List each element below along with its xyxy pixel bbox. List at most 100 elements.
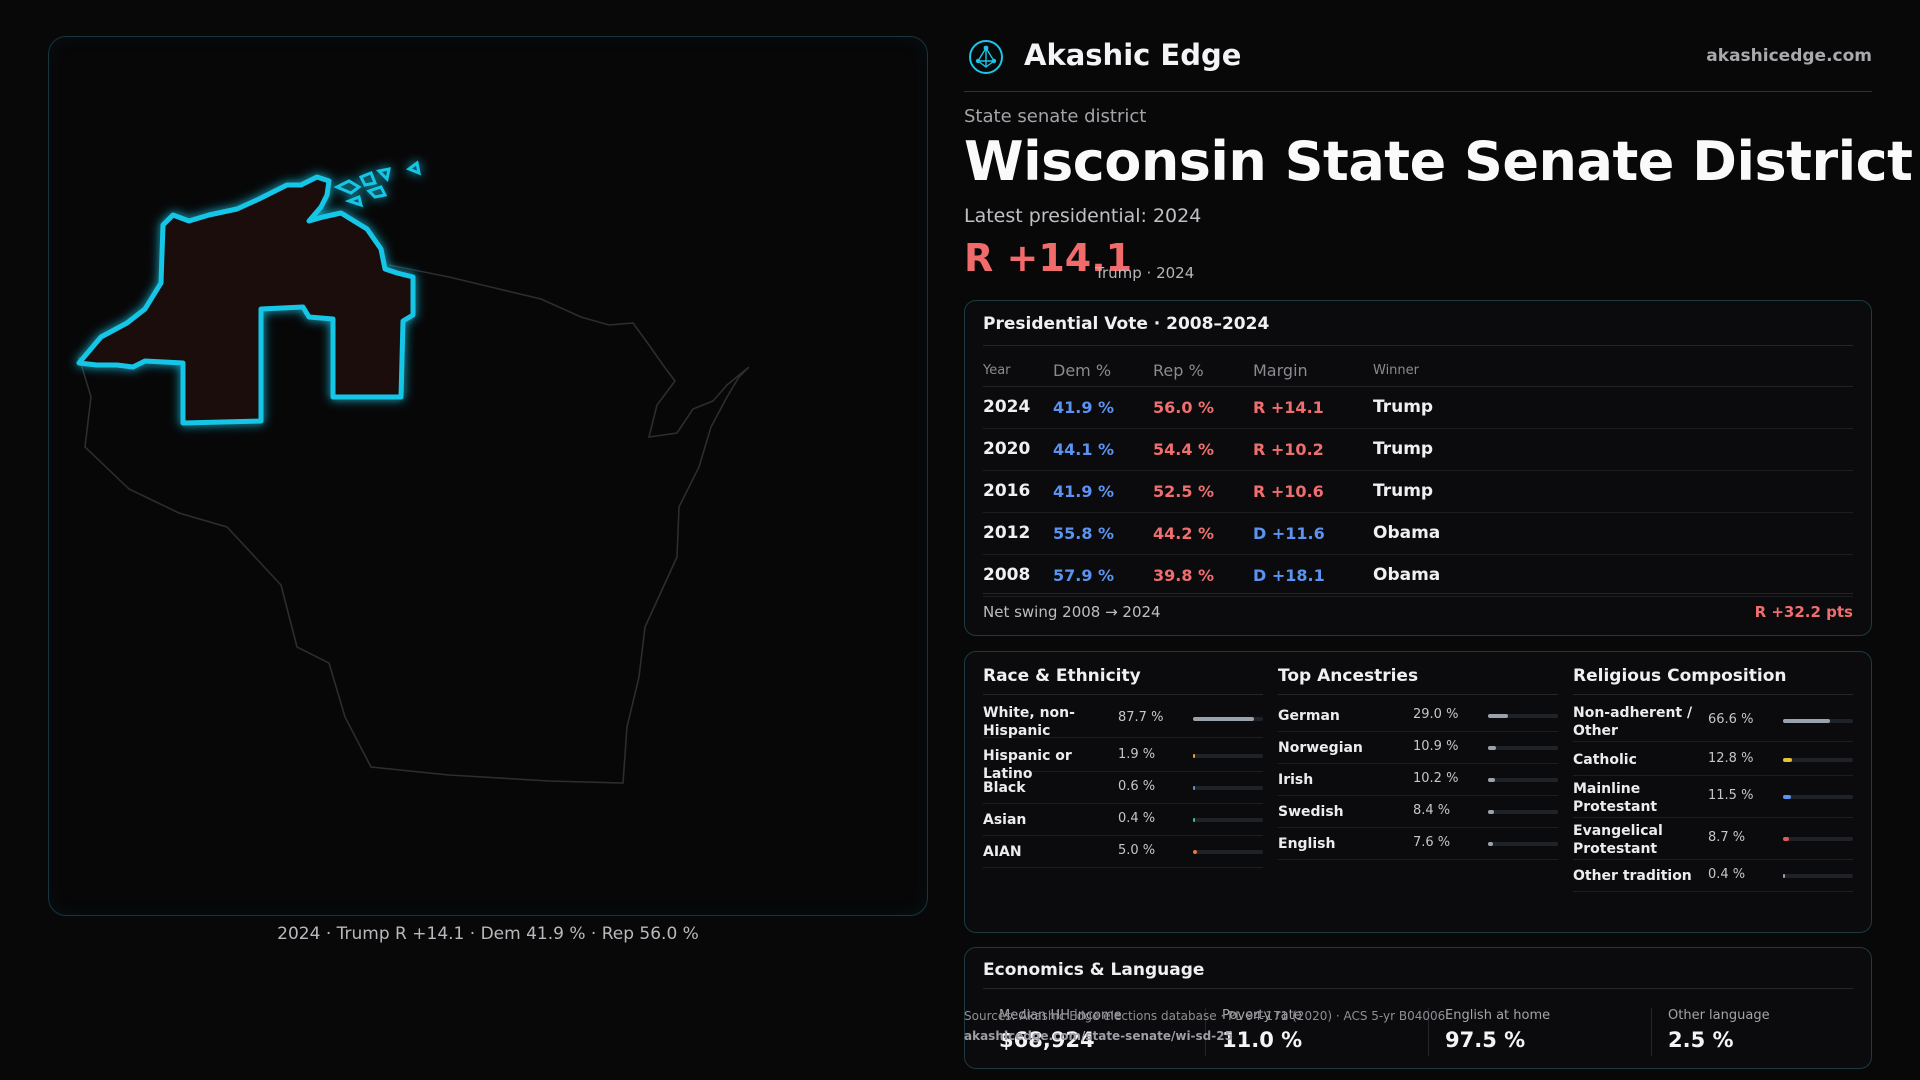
demographic-bar-track [1488, 842, 1558, 846]
demographic-row: White, non-Hispanic 87.7 % [983, 700, 1263, 739]
demographic-bar-fill [1488, 714, 1509, 718]
demographic-bar-fill [1488, 746, 1496, 750]
demographic-bar-track [1193, 786, 1263, 790]
district-details: Akashic Edge akashicedge.com State senat… [964, 0, 1920, 1080]
demographic-value: 87.7 % [1118, 710, 1164, 725]
row-year: 2008 [983, 554, 1053, 597]
latest-margin-note: Trump · 2024 [1095, 264, 1195, 282]
demographic-bar-fill [1193, 786, 1195, 790]
col-rep: Rep % [1153, 356, 1253, 387]
col-year: Year [983, 356, 1053, 387]
demographic-label: Swedish [1278, 804, 1344, 820]
row-dem: 55.8 % [1053, 512, 1153, 555]
table-row[interactable]: 2008 57.9 % 39.8 % D +18.1 Obama [983, 554, 1853, 597]
demographic-label: Other tradition [1573, 868, 1692, 884]
presidential-vote-card: Presidential Vote · 2008–2024 Year Dem %… [964, 300, 1872, 636]
source-note: Sources: Akashic Edge elections database… [964, 1006, 1445, 1046]
source-citation: Sources: Akashic Edge elections database… [964, 1009, 1446, 1023]
col-winner: Winner [1373, 356, 1853, 387]
row-rep: 56.0 % [1153, 386, 1253, 429]
row-year: 2016 [983, 470, 1053, 513]
demographic-bar-track [1193, 717, 1263, 721]
demographic-row: Catholic 12.8 % [1573, 744, 1853, 776]
table-row[interactable]: 2020 44.1 % 54.4 % R +10.2 Trump [983, 428, 1853, 471]
district-map[interactable] [48, 36, 928, 916]
row-margin: D +11.6 [1253, 512, 1373, 555]
brand-name[interactable]: Akashic Edge [1024, 38, 1242, 72]
row-year: 2024 [983, 386, 1053, 429]
demographic-bar-fill [1783, 837, 1790, 841]
constellation-logo-icon[interactable] [968, 39, 1004, 75]
demographic-row: German 29.0 % [1278, 700, 1558, 732]
col-dem: Dem % [1053, 356, 1153, 387]
demographic-value: 10.9 % [1413, 739, 1459, 754]
demographic-label: Evangelical Protestant [1573, 823, 1663, 857]
row-dem: 41.9 % [1053, 470, 1153, 513]
demographic-bar-track [1193, 818, 1263, 822]
row-rep: 44.2 % [1153, 512, 1253, 555]
table-row[interactable]: 2024 41.9 % 56.0 % R +14.1 Trump [983, 386, 1853, 429]
demographic-bar-track [1193, 850, 1263, 854]
map-caption: 2024 · Trump R +14.1 · Dem 41.9 % · Rep … [277, 924, 699, 944]
demographic-row: Other tradition 0.4 % [1573, 860, 1853, 892]
demographic-bar-fill [1488, 810, 1494, 814]
row-dem: 44.1 % [1053, 428, 1153, 471]
district-type: State senate district [964, 106, 1147, 127]
district-25-shape[interactable] [76, 174, 416, 426]
demographic-value: 8.4 % [1413, 803, 1451, 818]
presidential-table: Year Dem % Rep % Margin Winner 2024 41.9… [983, 356, 1853, 597]
stat-value: $68,924 [999, 1028, 1095, 1052]
table-row[interactable]: 2016 41.9 % 52.5 % R +10.6 Trump [983, 470, 1853, 513]
latest-margin: R +14.1 [964, 236, 1133, 280]
race-ethnicity-title: Race & Ethnicity [983, 666, 1141, 686]
demographic-row: Black 0.6 % [983, 772, 1263, 804]
demographic-bar-track [1488, 714, 1558, 718]
stat-value: 97.5 % [1445, 1028, 1526, 1052]
row-margin: R +10.2 [1253, 428, 1373, 471]
demographic-row: Asian 0.4 % [983, 804, 1263, 836]
demographic-value: 1.9 % [1118, 747, 1156, 762]
demographic-bar-fill [1193, 717, 1255, 721]
demographic-bar-fill [1193, 754, 1195, 758]
row-margin: R +14.1 [1253, 386, 1373, 429]
demographic-label: Irish [1278, 772, 1314, 788]
row-winner: Obama [1373, 512, 1853, 555]
stat-label: Other language [1668, 1008, 1770, 1023]
brand-url[interactable]: akashicedge.com [1706, 46, 1872, 66]
demographic-bar-track [1783, 758, 1853, 762]
demographic-value: 29.0 % [1413, 707, 1459, 722]
stat-value: 2.5 % [1668, 1028, 1734, 1052]
demographic-row: Irish 10.2 % [1278, 764, 1558, 796]
demographic-label: Asian [983, 812, 1027, 828]
demographic-value: 11.5 % [1708, 788, 1754, 803]
demographic-bar-fill [1783, 795, 1792, 799]
row-rep: 39.8 % [1153, 554, 1253, 597]
stat-value: 11.0 % [1222, 1028, 1303, 1052]
demographic-bar-track [1783, 837, 1853, 841]
demographic-value: 7.6 % [1413, 835, 1451, 850]
source-link[interactable]: akashicedge.com/state-senate/wi-sd-25 [964, 1029, 1233, 1043]
row-dem: 57.9 % [1053, 554, 1153, 597]
demographic-value: 12.8 % [1708, 751, 1754, 766]
row-winner: Trump [1373, 470, 1853, 513]
apostle-islands [333, 160, 422, 208]
top-ancestries-title: Top Ancestries [1278, 666, 1419, 686]
demographic-label: Non-adherent / Other [1573, 705, 1693, 739]
row-winner: Trump [1373, 428, 1853, 471]
religious-composition-title: Religious Composition [1573, 666, 1787, 686]
row-margin: R +10.6 [1253, 470, 1373, 513]
demographic-label: Black [983, 780, 1026, 796]
demographic-row: English 7.6 % [1278, 828, 1558, 860]
demographic-bar-track [1488, 746, 1558, 750]
row-margin: D +18.1 [1253, 554, 1373, 597]
demographic-bar-fill [1783, 874, 1785, 878]
demographic-value: 10.2 % [1413, 771, 1459, 786]
row-dem: 41.9 % [1053, 386, 1153, 429]
demographic-label: English [1278, 836, 1336, 852]
demographic-row: Non-adherent / Other 66.6 % [1573, 700, 1853, 742]
demographic-label: Hispanic or Latino [983, 748, 1072, 782]
demographic-value: 0.4 % [1708, 867, 1746, 882]
page-title: Wisconsin State Senate District 25 [964, 130, 1920, 193]
demographic-bar-fill [1193, 818, 1195, 822]
table-row[interactable]: 2012 55.8 % 44.2 % D +11.6 Obama [983, 512, 1853, 555]
